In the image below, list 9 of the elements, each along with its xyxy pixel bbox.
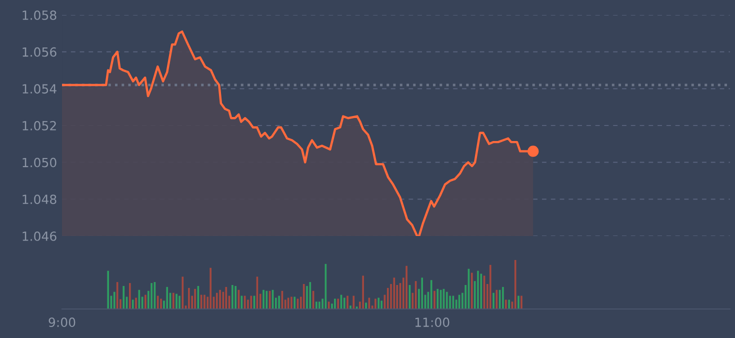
y-tick-label: 1.050 — [22, 158, 56, 168]
y-tick-label: 1.056 — [22, 47, 56, 57]
y-tick-label: 1.046 — [22, 231, 56, 241]
y-tick-label: 1.058 — [22, 10, 56, 20]
y-tick-label: 1.052 — [22, 120, 56, 130]
y-tick-label: 1.054 — [22, 84, 56, 94]
x-tick-label: 11:00 — [415, 318, 450, 328]
x-tick-label: 9:00 — [48, 318, 76, 328]
y-tick-label: 1.048 — [22, 194, 56, 204]
